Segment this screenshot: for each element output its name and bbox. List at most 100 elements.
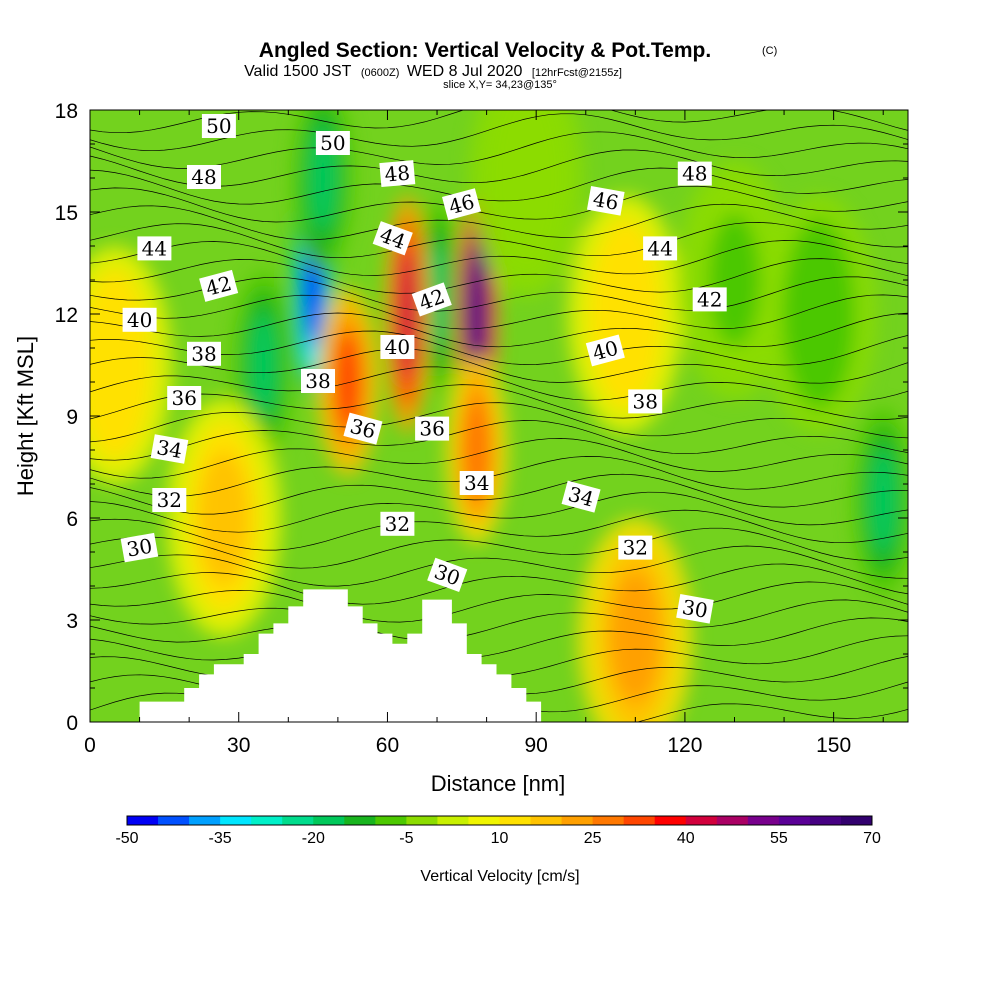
colorbar-swatch xyxy=(778,816,811,825)
theta-contour-line xyxy=(90,438,908,479)
colorbar-tick-label: 70 xyxy=(863,830,881,847)
velocity-core xyxy=(609,570,662,704)
contour-label-text: 34 xyxy=(464,471,489,495)
contour-label: 48 xyxy=(379,160,416,188)
contour-label: 34 xyxy=(459,471,494,495)
theta-contour-line xyxy=(90,185,908,223)
y-axis-label: Height [Kft MSL] xyxy=(13,336,38,496)
colorbar-swatch xyxy=(437,816,469,825)
colorbar-swatch xyxy=(809,816,842,825)
colorbar-swatch xyxy=(499,816,532,825)
valid-zulu: (0600Z) xyxy=(361,67,400,79)
contour-label-text: 36 xyxy=(419,417,444,441)
theta-contour-line xyxy=(90,456,908,497)
contour-label-box xyxy=(618,535,653,560)
contour-label-box xyxy=(692,287,727,312)
colorbar-swatch xyxy=(282,816,314,825)
theta-contour-line xyxy=(90,420,908,461)
contour-label: 36 xyxy=(343,412,383,445)
colorbar-tick-label: -35 xyxy=(209,830,232,847)
colorbar-swatch xyxy=(530,816,563,825)
theta-contour-line xyxy=(90,599,908,641)
colorbar-swatch xyxy=(840,816,873,825)
contour-label-text: 34 xyxy=(155,435,184,463)
colorbar-swatch xyxy=(313,816,345,825)
x-tick-label: 120 xyxy=(667,734,702,757)
colorbar-swatch xyxy=(344,816,376,825)
contour-label: 32 xyxy=(380,511,415,536)
contour-label: 38 xyxy=(628,389,663,414)
contour-label-text: 48 xyxy=(682,162,707,186)
y-tick-label: 18 xyxy=(55,100,78,123)
contour-label-box xyxy=(187,341,221,366)
contour-label-box xyxy=(677,161,712,186)
contour-label: 48 xyxy=(677,161,712,186)
contour-label-box xyxy=(150,434,189,464)
x-tick-label: 150 xyxy=(816,734,851,757)
colorbar-swatch xyxy=(251,816,283,825)
colorbar-tick-label: -20 xyxy=(302,830,325,847)
forecast-info: [12hrFcst@2155z] xyxy=(532,67,622,79)
theta-contour-line xyxy=(90,473,908,515)
contour-label: 38 xyxy=(187,341,221,366)
colorbar-swatch xyxy=(561,816,594,825)
contour-label-text: 32 xyxy=(385,512,410,536)
contour-label-box xyxy=(442,188,482,221)
colorbar-swatch xyxy=(189,816,221,825)
contour-label-box xyxy=(167,386,202,410)
x-tick-label: 60 xyxy=(376,734,399,757)
contour-label-text: 30 xyxy=(125,534,154,562)
theta-contour-line xyxy=(90,110,908,134)
velocity-core xyxy=(197,451,250,585)
y-tick-label: 6 xyxy=(66,508,78,531)
contour-label: 42 xyxy=(199,269,239,302)
contour-label: 40 xyxy=(380,335,415,359)
contour-label: 42 xyxy=(692,287,727,312)
theta-contour-line xyxy=(90,348,908,384)
colorbar-swatch xyxy=(127,816,159,825)
x-axis-label: Distance [nm] xyxy=(431,771,566,796)
theta-contour-line xyxy=(90,312,908,348)
contour-label-box xyxy=(343,412,383,445)
terrain-profile xyxy=(90,589,542,722)
theta-contour-line xyxy=(90,258,908,294)
theta-contour-line xyxy=(90,527,908,569)
contour-label-box xyxy=(561,480,601,513)
contour-label: 30 xyxy=(120,532,159,563)
contour-label-text: 50 xyxy=(206,114,231,138)
contour-label-text: 40 xyxy=(127,308,152,332)
contour-label-box xyxy=(199,269,239,302)
theta-contour-line xyxy=(90,617,908,659)
theta-contour-line xyxy=(90,222,908,259)
theta-contour-line xyxy=(90,330,908,366)
contour-label-text: 36 xyxy=(171,386,196,410)
theta-contour-line xyxy=(90,149,908,187)
y-tick-label: 12 xyxy=(55,304,78,327)
contour-label: 44 xyxy=(643,236,678,261)
contour-label-box xyxy=(415,416,450,441)
contour-label-box xyxy=(427,557,468,592)
theta-contour-line xyxy=(90,366,908,402)
contour-label-box xyxy=(137,236,172,261)
colorbar-tick-label: 10 xyxy=(491,830,509,847)
colorbar-tick-label: -50 xyxy=(115,830,138,847)
theta-contour-line xyxy=(90,240,908,276)
contour-label-box xyxy=(372,221,413,256)
theta-contour-line xyxy=(90,491,908,533)
contour-label-text: 48 xyxy=(384,161,411,187)
contour-label-text: 32 xyxy=(157,488,182,512)
theta-contour-line xyxy=(90,203,908,241)
contour-label: 34 xyxy=(150,434,189,464)
contour-label: 40 xyxy=(122,307,157,332)
theta-contour-line xyxy=(90,545,908,587)
contour-label-box xyxy=(411,282,452,317)
contour-label: 44 xyxy=(137,236,172,261)
y-tick-label: 9 xyxy=(66,406,78,429)
colorbar-label: Vertical Velocity [cm/s] xyxy=(420,868,579,885)
contour-label-text: 42 xyxy=(697,287,722,311)
velocity-core xyxy=(249,312,278,418)
x-tick-label: 90 xyxy=(525,734,548,757)
contour-label-box xyxy=(586,186,625,216)
colorbar-tick-label: -5 xyxy=(399,830,413,847)
